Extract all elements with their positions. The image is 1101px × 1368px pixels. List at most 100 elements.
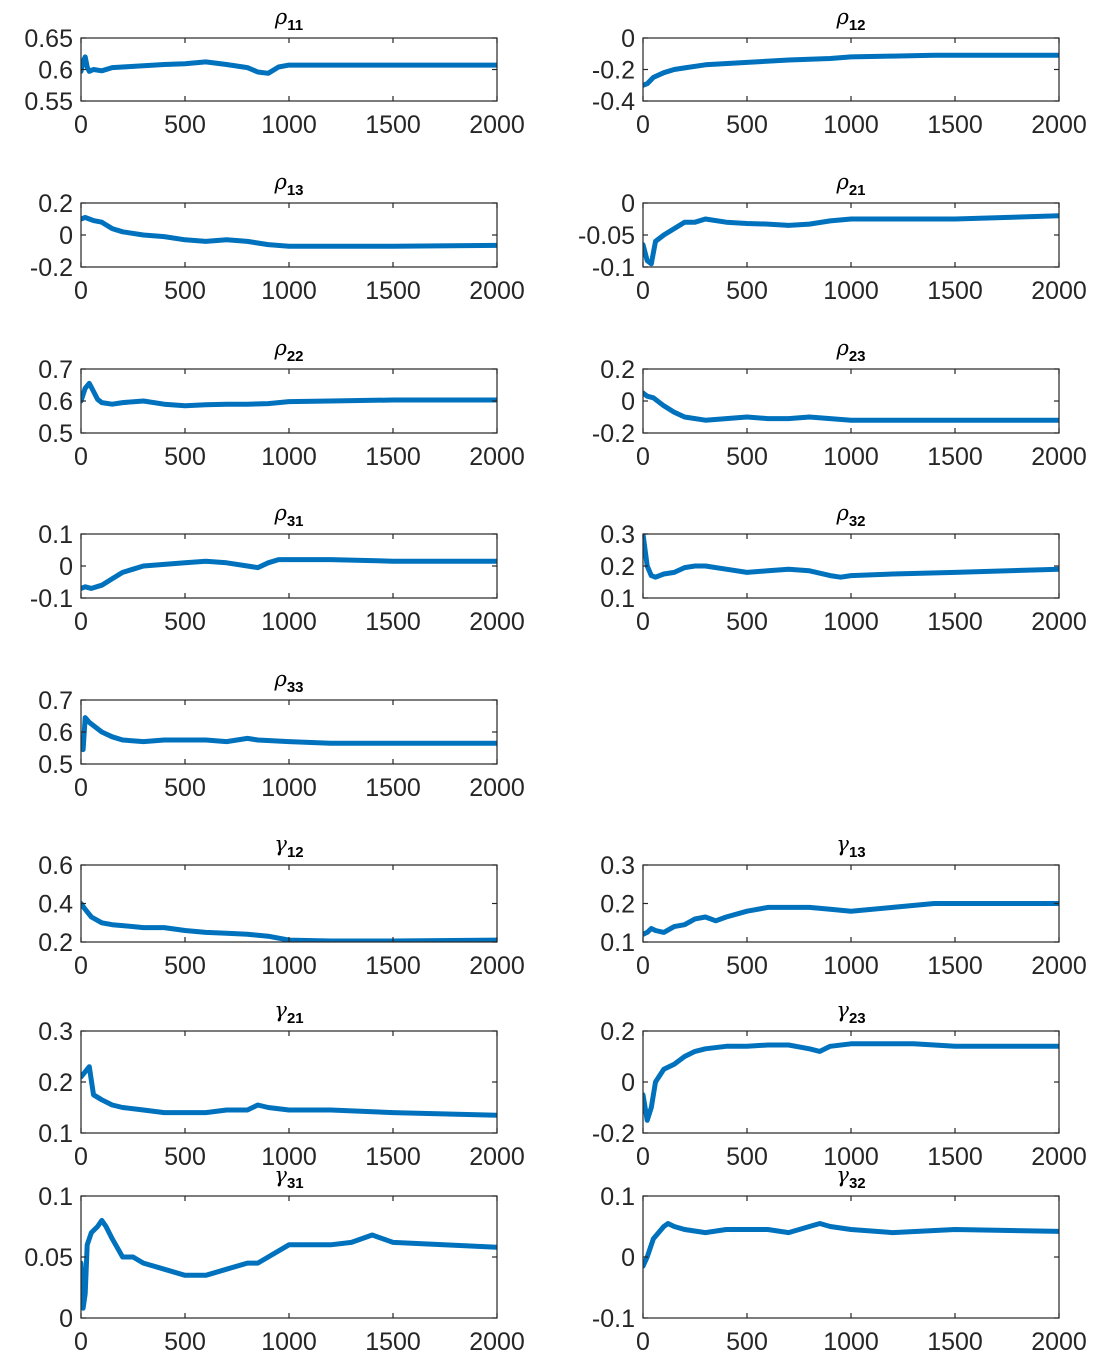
y-tick-label: 0.1: [38, 1120, 73, 1148]
x-tick-label: 1000: [823, 952, 879, 980]
x-tick-label: 2000: [1031, 608, 1087, 636]
x-tick-label: 500: [726, 111, 768, 139]
panel-title-subscript: 33: [287, 679, 304, 696]
x-tick-label: 1500: [927, 1143, 983, 1171]
y-tick-label: 0.3: [38, 1018, 73, 1046]
x-tick-label: 1500: [927, 111, 983, 139]
x-tick-label: 1500: [927, 608, 983, 636]
y-tick-label: 0.05: [24, 1244, 73, 1272]
x-tick-label: 0: [74, 443, 88, 471]
y-tick-label: 0.5: [38, 420, 73, 448]
panel-title: ρ13: [273, 170, 303, 199]
x-tick-label: 0: [74, 608, 88, 636]
x-tick-label: 0: [636, 1328, 650, 1356]
x-tick-label: 500: [164, 443, 206, 471]
y-tick-label: 0.5: [38, 751, 73, 779]
x-tick-label: 2000: [469, 111, 525, 139]
panel-title: ρ32: [835, 501, 865, 530]
axes-box: [80, 864, 498, 943]
x-tick-label: 1500: [927, 952, 983, 980]
y-tick-label: 0.3: [600, 521, 635, 549]
x-tick-label: 1500: [365, 277, 421, 305]
panel-title-subscript: 13: [849, 844, 866, 861]
y-tick-label: 0.1: [600, 585, 635, 613]
x-tick-label: 1500: [365, 952, 421, 980]
panel-title-subscript: 22: [287, 348, 304, 365]
axes-box: [642, 202, 1060, 268]
panel-title-symbol: ρ: [273, 501, 287, 525]
panel-title-symbol: ρ: [835, 336, 849, 360]
panel-title: ρ12: [835, 5, 865, 34]
x-tick-label: 0: [636, 952, 650, 980]
x-tick-label: 0: [636, 111, 650, 139]
y-tick-label: 0: [59, 222, 73, 250]
x-tick-label: 500: [164, 1328, 206, 1356]
y-tick-label: 0.2: [600, 891, 635, 919]
series-line: [643, 52, 1059, 88]
x-tick-label: 500: [164, 608, 206, 636]
y-tick-label: 0.2: [600, 1018, 635, 1046]
y-tick-label: 0.7: [38, 356, 73, 384]
x-tick-label: 1500: [365, 443, 421, 471]
x-tick-label: 1000: [261, 608, 317, 636]
axes-box: [80, 1030, 498, 1134]
panel-title: γ32: [836, 1163, 865, 1192]
series-line: [81, 1217, 497, 1311]
x-tick-label: 1500: [365, 608, 421, 636]
x-tick-label: 2000: [469, 952, 525, 980]
panel-ρ22: 0 500 1000 1500 2000 0.5 0.6 0.7 ρ22: [38, 336, 525, 471]
x-tick-label: 500: [726, 952, 768, 980]
y-tick-label: -0.2: [592, 57, 635, 85]
x-tick-label: 1000: [823, 1328, 879, 1356]
panel-title-symbol: γ: [274, 1163, 287, 1187]
x-tick-label: 1000: [823, 277, 879, 305]
y-tick-label: 0: [621, 388, 635, 416]
y-tick-label: 0.2: [600, 553, 635, 581]
x-tick-label: 0: [636, 277, 650, 305]
panel-title-subscript: 23: [849, 348, 866, 365]
panel-title-subscript: 32: [849, 513, 866, 530]
panel-title: ρ33: [273, 667, 303, 696]
x-tick-label: 1500: [927, 277, 983, 305]
y-tick-label: 0.6: [38, 57, 73, 85]
x-tick-label: 1500: [365, 1328, 421, 1356]
x-tick-label: 0: [74, 111, 88, 139]
panel-ρ32: 0 500 1000 1500 2000 0.1 0.2 0.3 ρ32: [600, 501, 1087, 636]
y-tick-label: 0.6: [38, 852, 73, 880]
x-tick-label: 2000: [469, 277, 525, 305]
axes-box: [80, 699, 498, 765]
panel-title-symbol: γ: [836, 832, 849, 856]
panel-title: ρ23: [835, 336, 865, 365]
panel-title-subscript: 31: [287, 1175, 304, 1192]
panel-title: γ31: [274, 1163, 303, 1192]
x-tick-label: 500: [164, 111, 206, 139]
panel-title-symbol: γ: [274, 832, 287, 856]
panel-γ12: 0 500 1000 1500 2000 0.2 0.4 0.6 γ12: [38, 832, 525, 980]
panel-title-symbol: ρ: [274, 5, 288, 29]
x-tick-label: 500: [726, 1328, 768, 1356]
y-tick-label: 0.3: [600, 852, 635, 880]
panel-title-symbol: γ: [274, 998, 287, 1022]
x-tick-label: 2000: [1031, 952, 1087, 980]
y-tick-label: -0.2: [592, 1120, 635, 1148]
y-tick-label: -0.1: [592, 254, 635, 282]
panel-title-symbol: ρ: [835, 501, 849, 525]
panel-ρ11: 0 500 1000 1500 2000 0.55 0.6 0.65 ρ11: [24, 5, 524, 139]
x-tick-label: 2000: [1031, 277, 1087, 305]
panel-ρ33: 0 500 1000 1500 2000 0.5 0.6 0.7 ρ33: [38, 667, 525, 802]
series-line: [81, 1064, 497, 1118]
x-tick-label: 500: [164, 952, 206, 980]
x-tick-label: 500: [726, 608, 768, 636]
y-tick-label: 0.6: [38, 719, 73, 747]
panel-title-subscript: 11: [287, 17, 303, 34]
x-tick-label: 0: [74, 1143, 88, 1171]
panel-title: ρ21: [835, 170, 865, 199]
x-tick-label: 2000: [469, 608, 525, 636]
panel-γ31: 0 500 1000 1500 2000 0 0.05 0.1 γ31: [24, 1163, 524, 1356]
y-tick-label: -0.1: [592, 1305, 635, 1333]
